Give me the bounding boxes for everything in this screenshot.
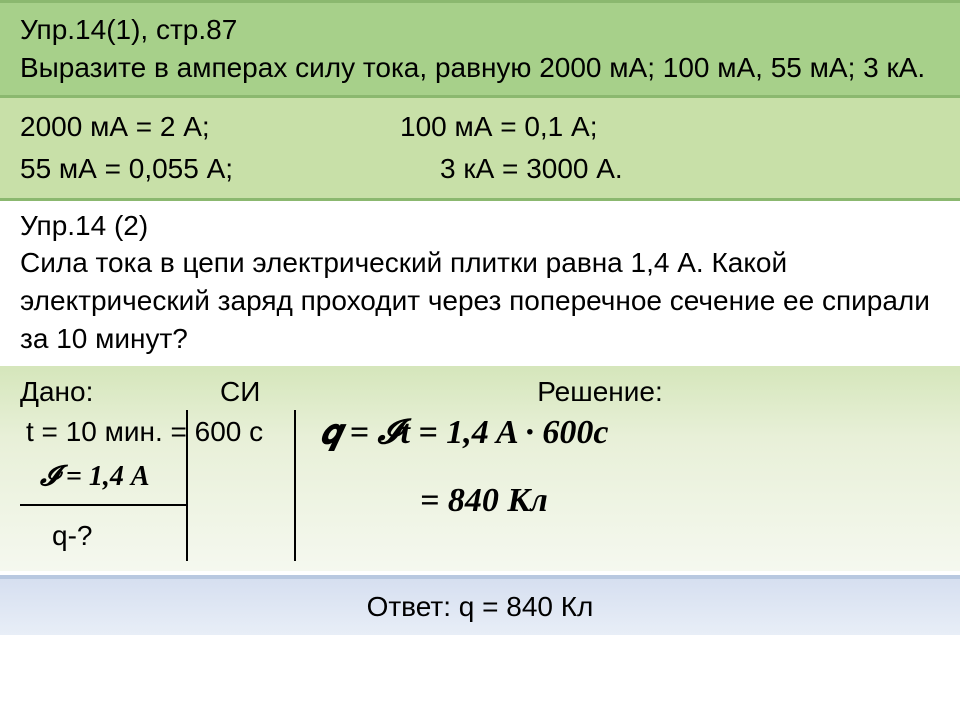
problem1-task: Выразите в амперах силу тока, равную 200… bbox=[20, 49, 940, 87]
t-given: t = 10 мин. bbox=[26, 416, 163, 447]
conv-1: 2000 мА = 2 А; bbox=[20, 106, 400, 148]
problem1-header: Упр.14(1), стр.87 Выразите в амперах сил… bbox=[0, 0, 960, 98]
formula-line2: = 840 Кл bbox=[420, 476, 548, 525]
formula-line1: 𝒒 = 𝓘t = 1,4 A · 600c bbox=[320, 408, 608, 457]
problem2-task: Сила тока в цепи электрический плитки ра… bbox=[20, 244, 940, 357]
conv-2: 100 мА = 0,1 А; bbox=[400, 106, 598, 148]
conv-4: 3 кА = 3000 А. bbox=[440, 148, 623, 190]
problem2-ref: Упр.14 (2) bbox=[20, 207, 940, 245]
given-label: Дано: bbox=[20, 372, 220, 413]
answer-block: Ответ: q = 840 Кл bbox=[0, 575, 960, 635]
resh-label: Решение: bbox=[380, 372, 940, 413]
i-given: 𝓘 = 1,4 А bbox=[40, 456, 150, 498]
conv-3: 55 мА = 0,055 А; bbox=[20, 148, 440, 190]
problem2-block: Упр.14 (2) Сила тока в цепи электрически… bbox=[0, 201, 960, 366]
q-find: q-? bbox=[52, 516, 92, 557]
hbar-given bbox=[20, 504, 186, 506]
t-si: = 600 с bbox=[171, 416, 264, 447]
problem1-ref: Упр.14(1), стр.87 bbox=[20, 11, 940, 49]
vbar-1 bbox=[186, 410, 188, 561]
vbar-2 bbox=[294, 410, 296, 561]
conversions-block: 2000 мА = 2 А; 100 мА = 0,1 А; 55 мА = 0… bbox=[0, 98, 960, 201]
solution-block: Дано: СИ Решение: t = 10 мин. = 600 с 𝓘 … bbox=[0, 366, 960, 571]
answer-text: Ответ: q = 840 Кл bbox=[367, 591, 594, 622]
si-label: СИ bbox=[220, 372, 380, 413]
